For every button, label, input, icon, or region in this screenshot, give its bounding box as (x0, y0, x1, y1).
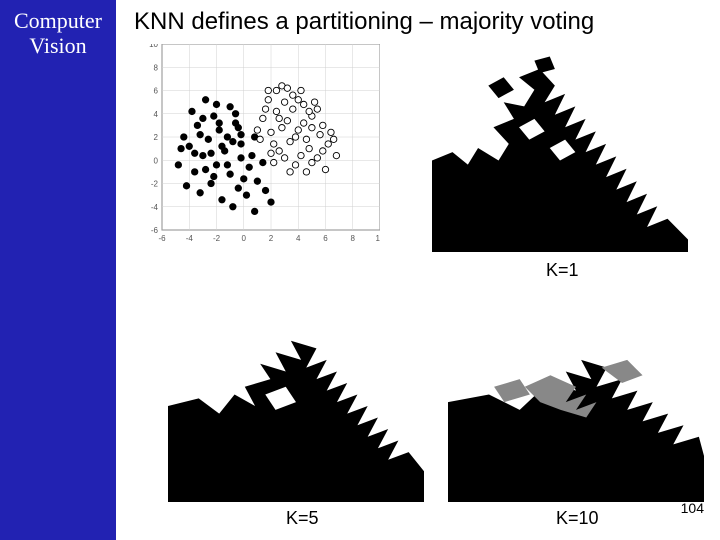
svg-text:-4: -4 (151, 203, 159, 212)
partition-k1-panel (432, 44, 688, 252)
svg-text:10: 10 (376, 234, 380, 243)
partition-k5-panel (168, 310, 424, 502)
svg-text:-6: -6 (158, 234, 166, 243)
svg-text:2: 2 (154, 133, 159, 142)
partition-k10-panel (448, 310, 704, 502)
slide-root: Computer Vision KNN defines a partitioni… (0, 0, 720, 540)
svg-text:10: 10 (149, 44, 158, 49)
slide-title: KNN defines a partitioning – majority vo… (134, 8, 594, 36)
svg-text:0: 0 (242, 234, 247, 243)
sidebar: Computer Vision (0, 0, 116, 540)
svg-text:8: 8 (351, 234, 356, 243)
sidebar-title-line2: Vision (0, 33, 116, 58)
scatter-panel: -6 -4 -2 0 2 4 6 8 10 -6 -4 -2 0 2 4 6 8 10 (140, 44, 380, 252)
svg-text:0: 0 (154, 156, 159, 165)
svg-text:-2: -2 (151, 180, 159, 189)
svg-text:8: 8 (154, 63, 159, 72)
svg-text:-4: -4 (186, 234, 194, 243)
caption-k10: K=10 (556, 508, 599, 529)
svg-text:4: 4 (296, 234, 301, 243)
caption-k1: K=1 (546, 260, 579, 281)
page-number: 104 (681, 500, 704, 516)
svg-text:-2: -2 (213, 234, 221, 243)
k10-wrap-svg (448, 310, 704, 502)
k5-wrap-svg (168, 310, 424, 502)
sidebar-title-line1: Computer (0, 8, 116, 33)
svg-text:6: 6 (154, 87, 159, 96)
scatter-svg: -6 -4 -2 0 2 4 6 8 10 -6 -4 -2 0 2 4 6 8 10 (140, 44, 380, 252)
svg-text:4: 4 (154, 110, 159, 119)
svg-text:6: 6 (323, 234, 328, 243)
k1-wrap-svg (432, 44, 688, 252)
svg-text:-6: -6 (151, 226, 159, 235)
main-area: KNN defines a partitioning – majority vo… (116, 0, 720, 540)
svg-text:2: 2 (269, 234, 274, 243)
caption-k5: K=5 (286, 508, 319, 529)
